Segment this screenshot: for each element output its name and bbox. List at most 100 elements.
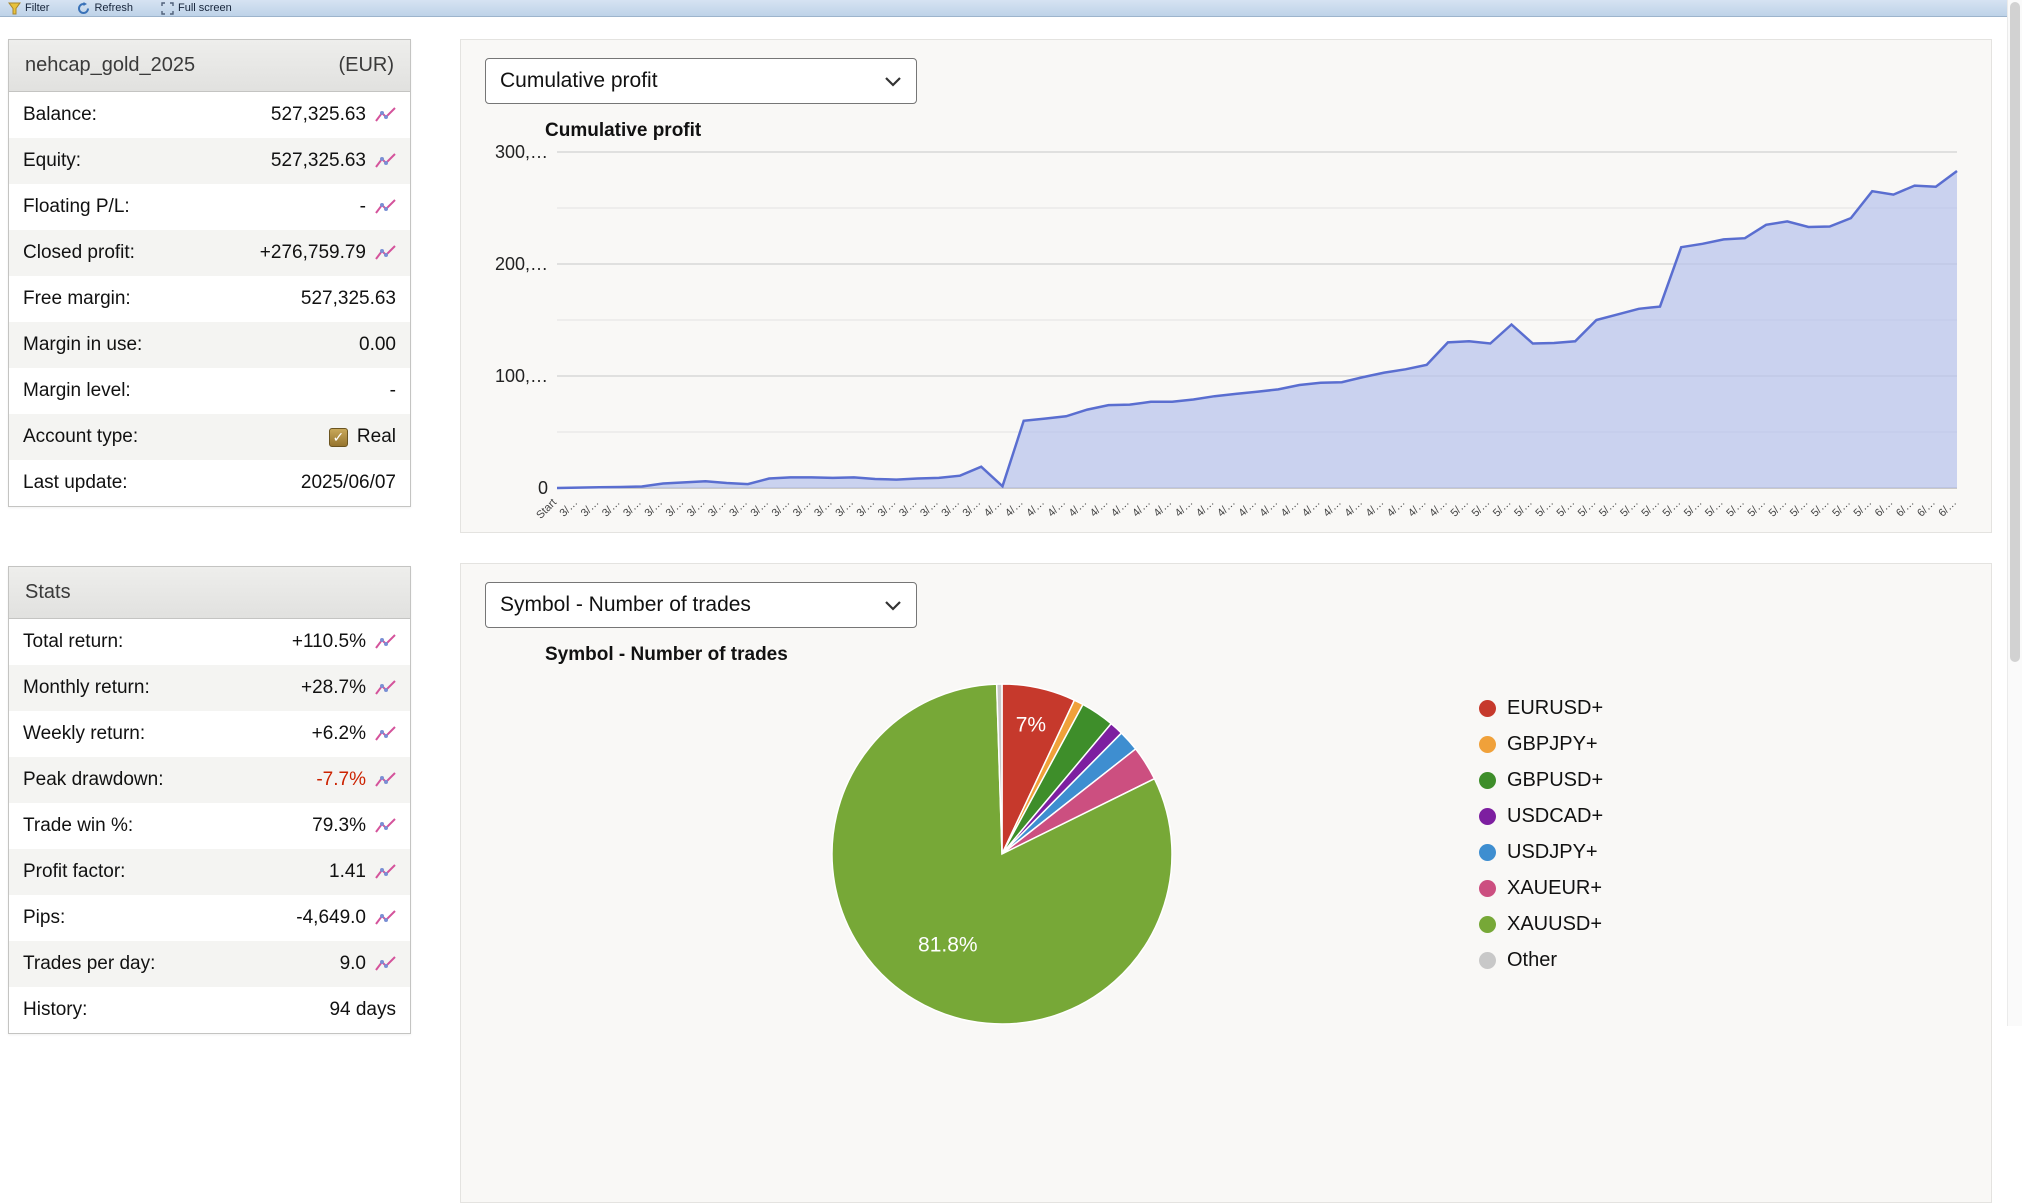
- svg-text:3/…: 3/…: [642, 497, 665, 520]
- legend-color-dot: [1479, 951, 1496, 969]
- account-row: Margin level: -: [9, 368, 410, 414]
- sparkline-chart-icon[interactable]: [375, 726, 396, 742]
- legend-item-XAUEUR+: XAUEUR+: [1479, 870, 1603, 906]
- row-label: Last update:: [23, 472, 128, 493]
- pie-slice-Other: [995, 683, 1003, 855]
- symbol-trades-panel: Symbol - Number of trades Symbol - Numbe…: [460, 563, 1992, 1203]
- row-value-group: 527,325.63: [271, 150, 396, 172]
- row-value: +6.2%: [311, 723, 366, 744]
- svg-text:5/…: 5/…: [1555, 497, 1578, 520]
- svg-text:3/…: 3/…: [791, 497, 814, 520]
- row-value: 79.3%: [312, 815, 366, 836]
- filter-funnel-icon: [8, 2, 21, 14]
- sparkline-chart-icon[interactable]: [375, 199, 396, 215]
- row-value: 0.00: [359, 334, 396, 355]
- row-value: Real: [356, 426, 396, 447]
- row-value: +28.7%: [301, 677, 366, 698]
- account-rows: Balance: 527,325.63 Equity: 527,325.63 Float…: [9, 92, 410, 506]
- svg-text:4/…: 4/…: [1258, 497, 1281, 520]
- fullscreen-button[interactable]: Full screen: [161, 1, 232, 15]
- row-value: +110.5%: [291, 631, 366, 652]
- stats-row: Pips: -4,649.0: [9, 895, 410, 941]
- refresh-button[interactable]: Refresh: [77, 1, 133, 15]
- sparkline-chart-icon[interactable]: [375, 910, 396, 926]
- svg-text:5/…: 5/…: [1682, 497, 1705, 520]
- row-value-group: +276,759.79: [260, 242, 396, 264]
- filter-button[interactable]: Filter: [8, 2, 49, 15]
- svg-text:3/…: 3/…: [706, 497, 729, 520]
- svg-text:0: 0: [538, 478, 548, 498]
- stats-row: Weekly return: +6.2%: [9, 711, 410, 757]
- stats-row: Peak drawdown: -7.7%: [9, 757, 410, 803]
- row-label: Closed profit:: [23, 242, 135, 263]
- sparkline-chart-icon[interactable]: [375, 107, 396, 123]
- row-value-group: 2025/06/07: [301, 472, 396, 494]
- row-label: Floating P/L:: [23, 196, 130, 217]
- row-value: -4,649.0: [296, 907, 366, 928]
- svg-text:4/…: 4/…: [1342, 497, 1365, 520]
- legend-color-dot: [1479, 699, 1496, 717]
- svg-text:5/…: 5/…: [1512, 497, 1535, 520]
- sparkline-chart-icon[interactable]: [375, 956, 396, 972]
- legend-label: XAUUSD+: [1507, 912, 1603, 935]
- stats-panel: Stats Total return: +110.5% Monthly return…: [8, 566, 411, 1034]
- row-value: 9.0: [339, 953, 366, 974]
- pie-slice-XAUUSD+: [831, 683, 1173, 1025]
- row-label: Margin level:: [23, 380, 131, 401]
- chevron-down-icon: [885, 600, 901, 611]
- row-value-group: -: [360, 196, 396, 218]
- svg-text:3/…: 3/…: [918, 497, 941, 520]
- svg-text:5/…: 5/…: [1576, 497, 1599, 520]
- row-value: -: [389, 380, 396, 401]
- sparkline-chart-icon[interactable]: [375, 680, 396, 696]
- left-column: nehcap_gold_2025 (EUR) Balance: 527,325.6…: [8, 39, 411, 1203]
- symbol-trades-pie: 7% 81.8%: [830, 682, 1174, 1031]
- pie-type-select[interactable]: Symbol - Number of trades: [485, 582, 917, 628]
- row-value: 94 days: [329, 999, 396, 1020]
- svg-text:3/…: 3/…: [748, 497, 771, 520]
- svg-text:4/…: 4/…: [1130, 497, 1153, 520]
- row-value: -7.7%: [316, 769, 366, 790]
- svg-text:4/…: 4/…: [1215, 497, 1238, 520]
- svg-text:4/…: 4/…: [1406, 497, 1429, 520]
- chart-type-select[interactable]: Cumulative profit: [485, 58, 917, 104]
- account-name: nehcap_gold_2025: [25, 54, 196, 76]
- svg-text:Start: Start: [534, 497, 559, 522]
- account-panel-header: nehcap_gold_2025 (EUR): [9, 40, 410, 92]
- account-row: Margin in use: 0.00: [9, 322, 410, 368]
- row-label: Balance:: [23, 104, 97, 125]
- row-value-group: 527,325.63: [301, 288, 396, 310]
- account-row: Account type: ✓ Real: [9, 414, 410, 460]
- row-label: Monthly return:: [23, 677, 150, 698]
- account-row: Closed profit: +276,759.79: [9, 230, 410, 276]
- row-value-group: 79.3%: [312, 815, 396, 837]
- sparkline-chart-icon[interactable]: [375, 634, 396, 650]
- svg-text:4/…: 4/…: [1003, 497, 1026, 520]
- row-label: Weekly return:: [23, 723, 146, 744]
- pie-type-select-value: Symbol - Number of trades: [500, 593, 751, 616]
- svg-text:5/…: 5/…: [1448, 497, 1471, 520]
- sparkline-chart-icon[interactable]: [375, 772, 396, 788]
- legend-color-dot: [1479, 771, 1496, 789]
- account-row: Last update: 2025/06/07: [9, 460, 410, 506]
- svg-text:5/…: 5/…: [1788, 497, 1811, 520]
- scrollbar-thumb[interactable]: [2010, 2, 2020, 662]
- sparkline-chart-icon[interactable]: [375, 818, 396, 834]
- row-label: Total return:: [23, 631, 124, 652]
- vertical-scrollbar[interactable]: [2007, 0, 2022, 1026]
- svg-text:7%: 7%: [1016, 714, 1046, 737]
- sparkline-chart-icon[interactable]: [375, 153, 396, 169]
- pie-row: 7% 81.8% EURUSD+ GBPJPY+ GBPUSD+ USDCAD+ USDJ…: [830, 682, 1967, 1031]
- sparkline-chart-icon[interactable]: [375, 245, 396, 261]
- legend-item-XAUUSD+: XAUUSD+: [1479, 906, 1603, 942]
- svg-text:6/…: 6/…: [1936, 497, 1959, 520]
- row-value: 2025/06/07: [300, 472, 396, 493]
- row-value-group: -4,649.0: [296, 907, 396, 929]
- svg-text:5/…: 5/…: [1533, 497, 1556, 520]
- sparkline-chart-icon[interactable]: [375, 864, 396, 880]
- legend-item-GBPJPY+: GBPJPY+: [1479, 726, 1603, 762]
- legend-label: USDCAD+: [1507, 804, 1604, 827]
- svg-text:4/…: 4/…: [1279, 497, 1302, 520]
- svg-text:3/…: 3/…: [600, 497, 623, 520]
- svg-text:3/…: 3/…: [876, 497, 899, 520]
